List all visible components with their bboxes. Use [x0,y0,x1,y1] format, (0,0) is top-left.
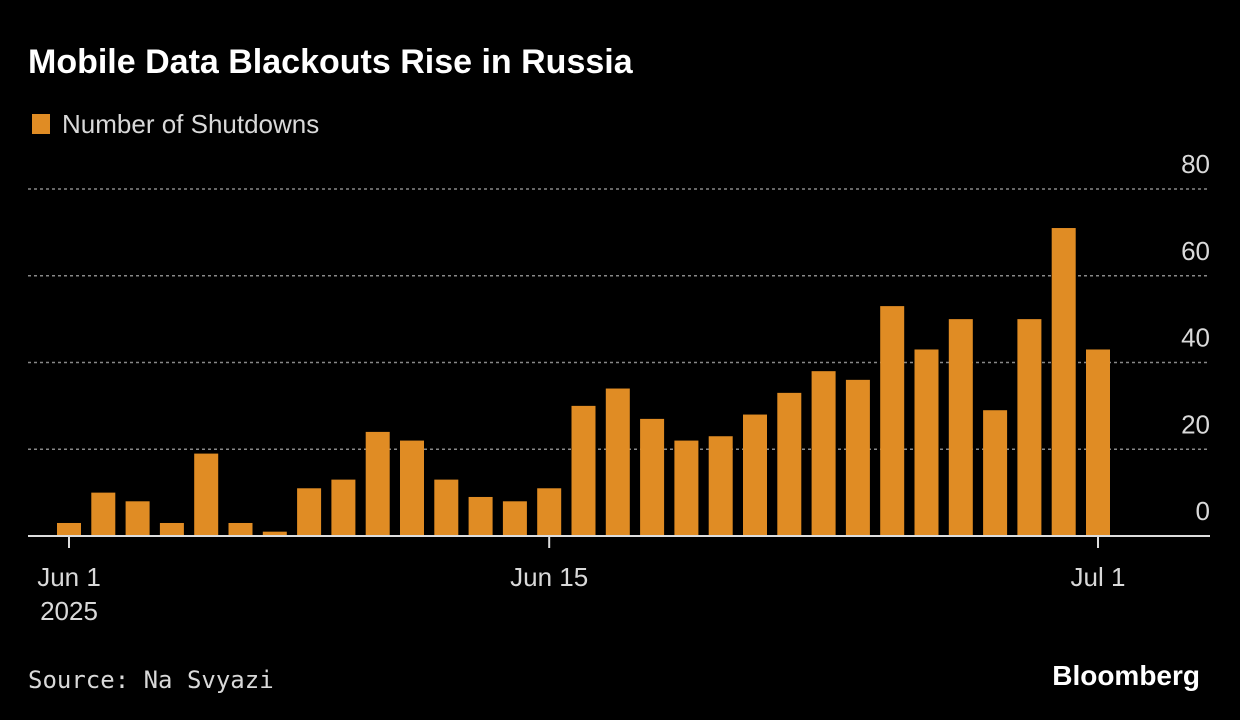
bar [57,522,81,536]
brand: Bloomberg [1052,660,1200,691]
legend-swatch [32,114,50,134]
y-tick-label: 60 [1181,236,1210,266]
bar [537,488,562,536]
y-tick-label: 0 [1196,496,1210,526]
x-tick-year: 2025 [40,596,98,626]
bar [845,379,870,536]
bar [674,440,699,536]
x-tick-label: Jun 15 [510,562,588,592]
bar [91,492,116,536]
bar [297,488,322,536]
bar [228,522,253,536]
legend-label: Number of Shutdowns [62,109,319,139]
bar [708,436,733,536]
bar [194,453,219,536]
bar [468,496,493,536]
bar [1017,319,1042,536]
bar [640,418,665,536]
y-tick-label: 40 [1181,323,1210,353]
chart-title: Mobile Data Blackouts Rise in Russia [28,43,634,81]
bar [811,371,836,536]
bar [159,522,184,536]
bar [948,319,973,536]
bar [262,531,287,536]
bar [605,388,630,536]
bar [1051,228,1076,536]
y-tick-label: 80 [1181,149,1210,179]
bar [365,431,390,536]
bar [983,410,1008,536]
y-tick-label: 20 [1181,409,1210,439]
x-tick-label: Jun 1 [37,562,101,592]
bar [400,440,424,536]
bar [1086,349,1110,536]
bar [743,414,767,536]
bar [434,479,459,536]
bar [571,405,596,536]
bar [880,306,905,536]
bar [777,392,802,536]
bar [914,349,939,536]
bar [331,479,356,536]
source: Source: Na Svyazi [28,666,274,694]
bar [502,501,527,536]
x-tick-label: Jul 1 [1071,562,1126,592]
bar [125,501,150,536]
